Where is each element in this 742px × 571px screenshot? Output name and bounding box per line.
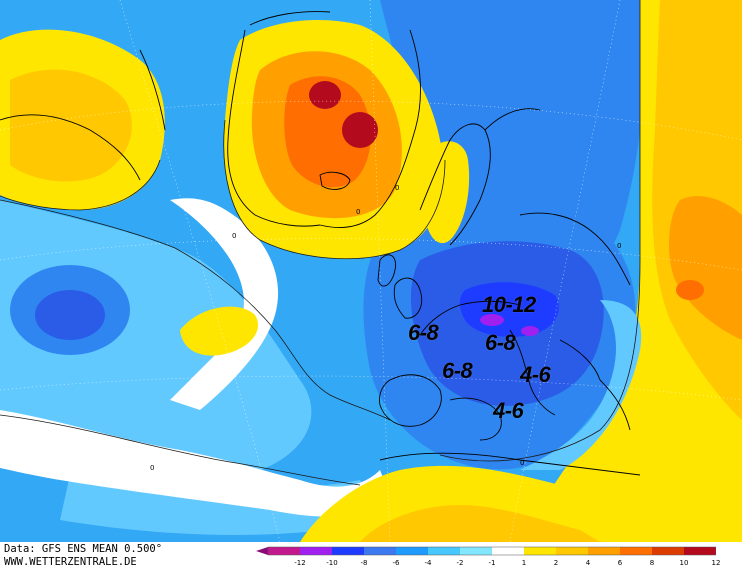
legend-tick-label: -8 (360, 559, 368, 567)
zero-contours (0, 0, 641, 486)
legend-swatch (620, 547, 652, 555)
legend-swatch (524, 547, 556, 555)
warm-core-greenland-east (342, 112, 378, 148)
coastlines (0, 11, 641, 476)
anomaly-label-north-italy: 6-8 (485, 330, 516, 355)
anomaly-label-alps: 10-12 (482, 292, 536, 317)
warm-zone-greenland-inner (284, 76, 371, 188)
warm-zone-norway (425, 141, 470, 244)
warm-zone-south-inner (360, 505, 600, 542)
contour-value: 0 (232, 232, 236, 240)
data-source-label: Data: GFS ENS MEAN 0.500° (4, 543, 163, 555)
neutral-band-mid (170, 198, 279, 410)
legend-swatch (588, 547, 620, 555)
color-legend (256, 546, 716, 556)
legend-swatch (364, 547, 396, 555)
legend-tick-label: 2 (553, 559, 559, 567)
anomaly-label-france-north: 6-8 (408, 320, 439, 345)
warm-zone-northwest-inner (10, 69, 132, 182)
warm-zone-east-inner (668, 195, 742, 340)
extreme-cold-spot-1 (480, 314, 504, 326)
contour-value: 0 (395, 184, 399, 192)
anomaly-label-france-south: 6-8 (442, 358, 473, 383)
anomaly-label-south-italy: 4-6 (493, 398, 524, 423)
legend-tick-label: 4 (585, 559, 591, 567)
website-link[interactable]: WWW.WETTERZENTRALE.DE (4, 556, 137, 568)
legend-swatch (268, 547, 300, 555)
extreme-cold-spot-2 (521, 326, 539, 336)
legend-tick-label: -2 (456, 559, 464, 567)
contour-value: 0 (617, 242, 621, 250)
legend-tick-label: 10 (679, 559, 689, 567)
neutral-band-south (0, 410, 392, 517)
legend-swatch (492, 547, 524, 555)
graticule (0, 0, 742, 542)
warm-blob-atlantic (180, 306, 259, 356)
legend-swatch (300, 547, 332, 555)
legend-tick-label: 12 (711, 559, 721, 567)
legend-tick-label: 8 (649, 559, 655, 567)
legend-tick-label: 6 (617, 559, 623, 567)
cyan-zone-balkans (520, 300, 642, 470)
legend-tick-label: 1 (521, 559, 527, 567)
contour-value: 0 (150, 464, 154, 472)
anomaly-label-central-italy: 4-6 (520, 362, 551, 387)
legend-outline (267, 546, 716, 556)
cold-core-west (35, 290, 105, 340)
legend-tick-label: -10 (326, 559, 338, 567)
contour-value: 0 (520, 459, 524, 467)
warm-core-east (676, 280, 704, 300)
legend-tick-label: -1 (488, 559, 496, 567)
legend-swatch (652, 547, 684, 555)
contour-value: 0 (356, 208, 360, 216)
map-canvas: 0 0 0 0 0 0 (0, 0, 742, 542)
anomaly-map: 0 0 0 0 0 0 10-12 6-8 6-8 6-8 4-6 4-6 (0, 0, 742, 542)
legend-tick-label: -12 (294, 559, 306, 567)
legend-tick-label: -4 (424, 559, 432, 567)
contour-values: 0 0 0 0 0 0 (150, 184, 621, 472)
legend-swatch (428, 547, 460, 555)
legend-swatch (332, 547, 364, 555)
warm-core-greenland-north (309, 81, 341, 109)
legend-end-left (256, 547, 268, 555)
legend-swatch (684, 547, 716, 555)
legend-swatch (556, 547, 588, 555)
legend-swatch (396, 547, 428, 555)
legend-swatch (460, 547, 492, 555)
legend-tick-label: -6 (392, 559, 400, 567)
